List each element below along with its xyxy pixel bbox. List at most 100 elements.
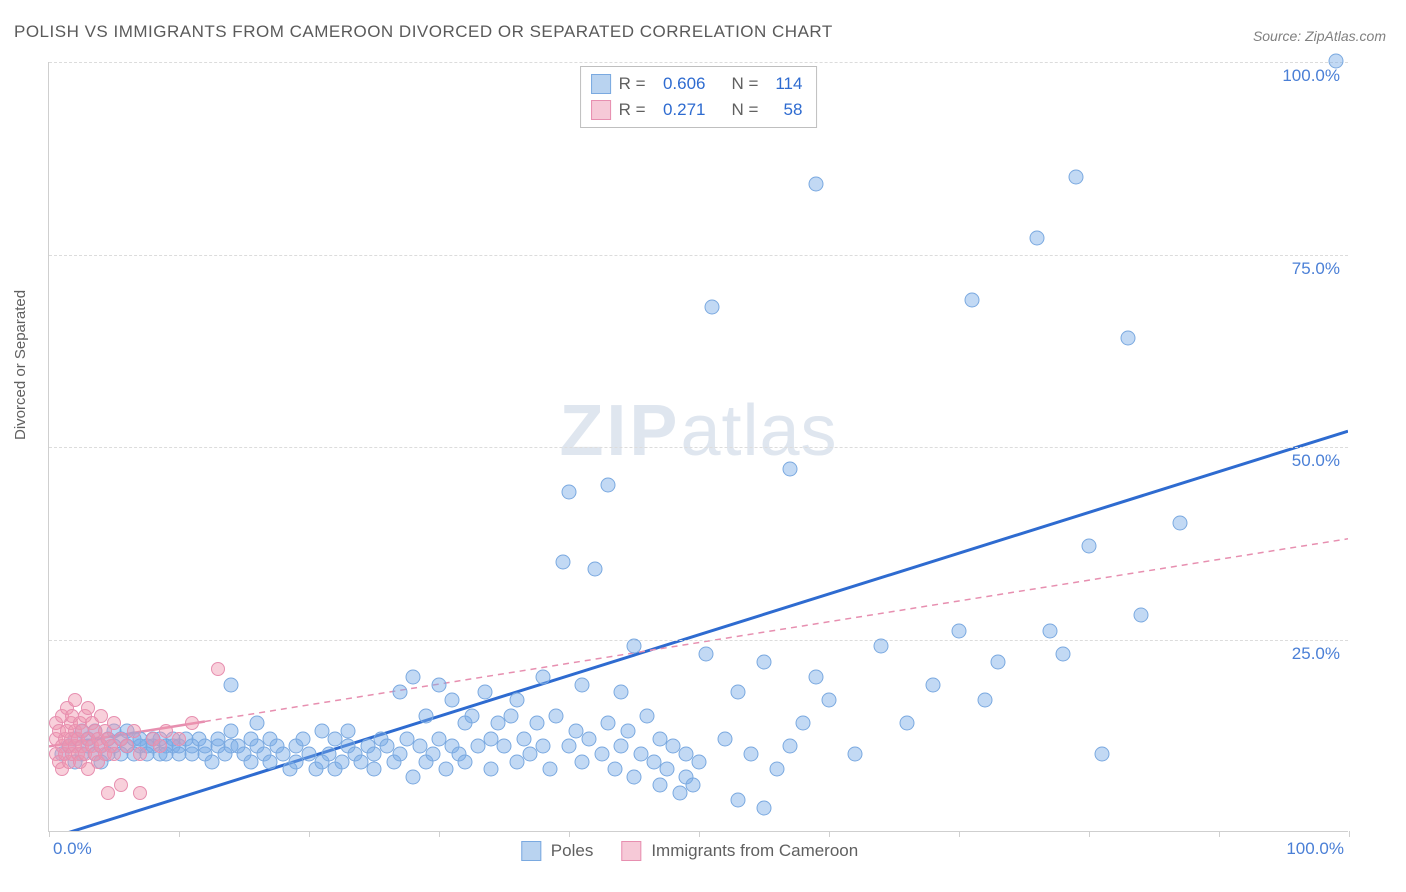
legend-row-cameroon: R = 0.271 N = 58 bbox=[591, 97, 803, 123]
poles-point bbox=[627, 770, 642, 785]
poles-point bbox=[640, 708, 655, 723]
poles-point bbox=[438, 762, 453, 777]
legend-n-label: N = bbox=[732, 71, 759, 97]
poles-point bbox=[295, 731, 310, 746]
legend-label-poles: Poles bbox=[551, 841, 594, 861]
legend-label-cameroon: Immigrants from Cameroon bbox=[651, 841, 858, 861]
legend-r-value: 0.606 bbox=[654, 71, 706, 97]
poles-point bbox=[614, 739, 629, 754]
cameroon-point bbox=[107, 716, 121, 730]
x-tick-mark bbox=[569, 831, 570, 837]
poles-point bbox=[575, 677, 590, 692]
poles-point bbox=[809, 177, 824, 192]
gridline bbox=[49, 640, 1348, 641]
poles-point bbox=[1082, 539, 1097, 554]
poles-point bbox=[718, 731, 733, 746]
poles-point bbox=[555, 554, 570, 569]
poles-point bbox=[965, 292, 980, 307]
legend-n-value: 114 bbox=[766, 71, 802, 97]
poles-point bbox=[419, 708, 434, 723]
watermark: ZIPatlas bbox=[559, 390, 837, 472]
legend-r-label: R = bbox=[619, 71, 646, 97]
poles-point bbox=[607, 762, 622, 777]
poles-point bbox=[822, 693, 837, 708]
poles-point bbox=[341, 723, 356, 738]
poles-point bbox=[588, 562, 603, 577]
cameroon-point bbox=[127, 724, 141, 738]
poles-point bbox=[744, 747, 759, 762]
x-tick-mark bbox=[1089, 831, 1090, 837]
poles-point bbox=[991, 654, 1006, 669]
poles-point bbox=[224, 723, 239, 738]
poles-point bbox=[562, 485, 577, 500]
gridline bbox=[49, 447, 1348, 448]
poles-point bbox=[783, 462, 798, 477]
cameroon-point bbox=[107, 747, 121, 761]
x-tick-mark bbox=[439, 831, 440, 837]
poles-point bbox=[809, 670, 824, 685]
gridline bbox=[49, 255, 1348, 256]
poles-point bbox=[393, 747, 408, 762]
x-tick-mark bbox=[959, 831, 960, 837]
cameroon-point bbox=[114, 778, 128, 792]
poles-point bbox=[536, 670, 551, 685]
poles-point bbox=[250, 716, 265, 731]
poles-point bbox=[406, 770, 421, 785]
poles-point bbox=[627, 639, 642, 654]
x-tick-mark bbox=[1219, 831, 1220, 837]
x-tick-mark bbox=[309, 831, 310, 837]
poles-point bbox=[224, 677, 239, 692]
poles-point bbox=[549, 708, 564, 723]
cameroon-point bbox=[159, 724, 173, 738]
x-tick-mark bbox=[179, 831, 180, 837]
x-tick-mark bbox=[49, 831, 50, 837]
poles-point bbox=[477, 685, 492, 700]
x-tick-mark bbox=[699, 831, 700, 837]
poles-point bbox=[731, 793, 746, 808]
poles-point bbox=[458, 754, 473, 769]
poles-point bbox=[698, 646, 713, 661]
cameroon-point bbox=[101, 786, 115, 800]
legend-swatch-cameroon bbox=[621, 841, 641, 861]
x-tick-mark bbox=[1349, 831, 1350, 837]
poles-point bbox=[978, 693, 993, 708]
cameroon-point bbox=[185, 716, 199, 730]
poles-point bbox=[529, 716, 544, 731]
legend-n-label: N = bbox=[732, 97, 759, 123]
gridline bbox=[49, 62, 1348, 63]
poles-point bbox=[874, 639, 889, 654]
x-tick-min: 0.0% bbox=[53, 839, 92, 859]
poles-point bbox=[1173, 516, 1188, 531]
poles-point bbox=[575, 754, 590, 769]
legend-n-value: 58 bbox=[766, 97, 802, 123]
poles-point bbox=[1043, 623, 1058, 638]
legend-row-poles: R = 0.606 N = 114 bbox=[591, 71, 803, 97]
legend-r-value: 0.271 bbox=[654, 97, 706, 123]
poles-point bbox=[393, 685, 408, 700]
poles-point bbox=[601, 477, 616, 492]
poles-point bbox=[731, 685, 746, 700]
poles-point bbox=[783, 739, 798, 754]
poles-point bbox=[614, 685, 629, 700]
x-tick-mark bbox=[829, 831, 830, 837]
y-tick-label: 100.0% bbox=[1282, 66, 1340, 86]
poles-point bbox=[497, 739, 512, 754]
series-legend: Poles Immigrants from Cameroon bbox=[521, 841, 876, 861]
poles-point bbox=[594, 747, 609, 762]
cameroon-point bbox=[133, 786, 147, 800]
cameroon-point bbox=[133, 747, 147, 761]
y-tick-label: 75.0% bbox=[1292, 259, 1340, 279]
poles-point bbox=[432, 677, 447, 692]
poles-point bbox=[1069, 169, 1084, 184]
legend-r-label: R = bbox=[619, 97, 646, 123]
cameroon-point bbox=[153, 739, 167, 753]
poles-point bbox=[1056, 646, 1071, 661]
cameroon-point bbox=[68, 693, 82, 707]
cameroon-point bbox=[81, 701, 95, 715]
scatter-plot: ZIPatlas R =0.606N =114R =0.271N =58 Pol… bbox=[48, 62, 1348, 832]
poles-point bbox=[406, 670, 421, 685]
poles-point bbox=[562, 739, 577, 754]
poles-point bbox=[757, 654, 772, 669]
poles-point bbox=[464, 708, 479, 723]
cameroon-point bbox=[172, 732, 186, 746]
